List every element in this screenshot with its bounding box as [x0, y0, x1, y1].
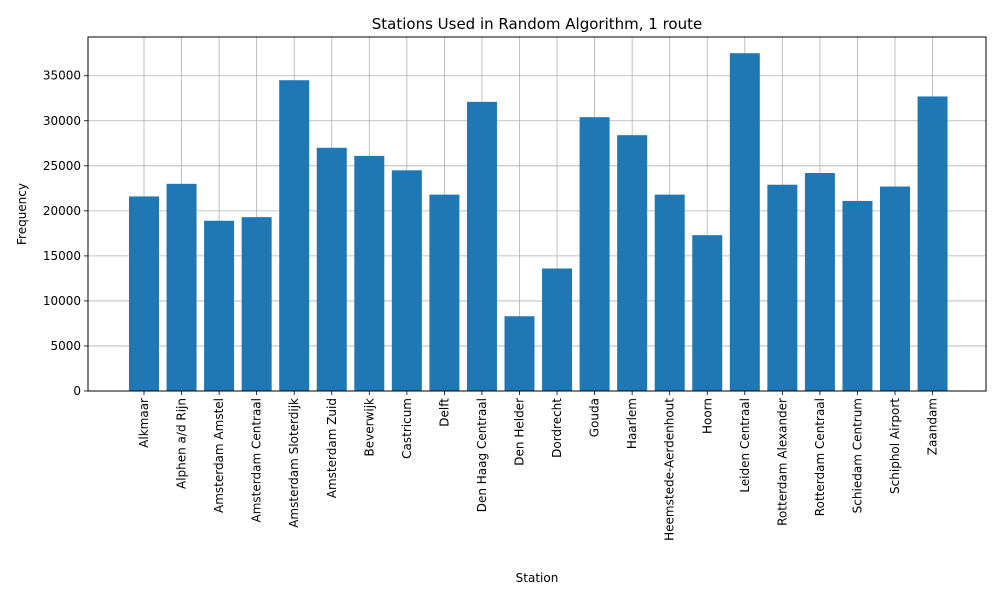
x-tick-label: Haarlem — [625, 398, 639, 449]
x-tick-label: Den Haag Centraal — [475, 398, 489, 512]
bar — [391, 170, 422, 391]
x-tick-label: Rotterdam Centraal — [813, 398, 827, 516]
x-tick-label: Alkmaar — [137, 398, 151, 448]
x-tick-label: Dordrecht — [550, 398, 564, 458]
bar — [804, 173, 835, 391]
bar — [917, 96, 948, 391]
x-tick-label: Alphen a/d Rijn — [175, 398, 189, 489]
bar — [617, 135, 648, 391]
bar — [504, 316, 535, 391]
y-tick-label: 25000 — [43, 159, 81, 173]
x-tick-label: Beverwijk — [362, 398, 376, 457]
y-tick-label: 20000 — [43, 204, 81, 218]
x-tick-label: Delft — [437, 398, 451, 427]
plot-frame — [87, 36, 987, 392]
x-tick-label: Amsterdam Sloterdijk — [287, 398, 301, 528]
x-axis-label: Station — [516, 571, 559, 585]
y-axis-ticks: 0 5000 10000 15000 20000 25000 30000 35000 — [43, 69, 88, 398]
x-tick-label: Amsterdam Zuid — [325, 398, 339, 498]
bars — [129, 53, 948, 392]
y-tick-label: 10000 — [43, 294, 81, 308]
x-tick-label: Hoorn — [700, 398, 714, 434]
bar — [429, 194, 460, 391]
x-tick-label: Zaandam — [926, 398, 940, 455]
y-tick-label: 35000 — [43, 69, 81, 83]
bar — [767, 184, 798, 391]
x-tick-label: Schiedam Centrum — [850, 398, 864, 513]
bar — [729, 53, 760, 391]
y-tick-label: 0 — [73, 384, 81, 398]
x-tick-label: Leiden Centraal — [738, 398, 752, 493]
y-tick-label: 5000 — [50, 339, 81, 353]
bar — [654, 194, 685, 391]
bar — [166, 183, 197, 391]
bar — [316, 147, 347, 391]
bar — [579, 117, 610, 391]
bar — [354, 155, 385, 391]
bar — [880, 186, 910, 391]
bar — [129, 196, 159, 391]
chart-title: Stations Used in Random Algorithm, 1 rou… — [372, 15, 702, 33]
bar — [466, 101, 497, 391]
bar — [241, 217, 272, 391]
x-tick-label: Den Helder — [513, 398, 527, 466]
x-tick-label: Amsterdam Amstel — [212, 398, 226, 513]
y-tick-label: 15000 — [43, 249, 81, 263]
x-tick-label: Heemstede-Aerdenhout — [663, 398, 677, 541]
bar — [842, 200, 873, 391]
y-axis-label: Frequency — [15, 183, 29, 245]
bar — [279, 80, 310, 392]
y-tick-label: 30000 — [43, 114, 81, 128]
bar — [542, 268, 573, 391]
x-tick-label: Schiphol Airport — [888, 398, 902, 494]
bar — [692, 235, 723, 391]
x-tick-label: Rotterdam Alexander — [775, 398, 789, 526]
bar — [204, 220, 235, 391]
x-tick-label: Amsterdam Centraal — [250, 398, 264, 522]
x-axis-ticks: Alkmaar Alphen a/d Rijn Amsterdam Amstel Am… — [137, 391, 940, 541]
x-tick-label: Castricum — [400, 398, 414, 459]
x-tick-label: Gouda — [588, 398, 602, 437]
